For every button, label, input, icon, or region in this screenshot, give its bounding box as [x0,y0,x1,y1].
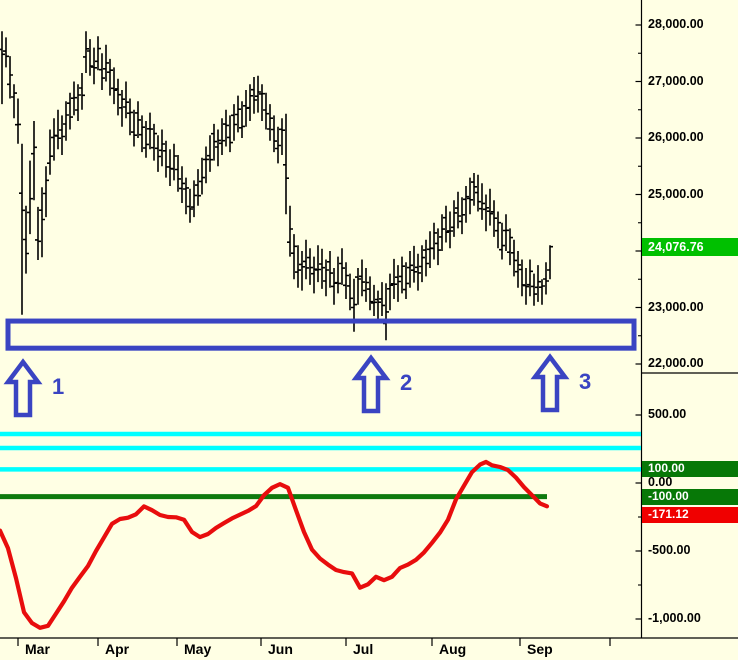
indicator-axis-label: -1,000.00 [648,611,701,625]
arrow-number-label[interactable]: 3 [579,369,592,394]
month-label: Sep [527,641,553,657]
arrow-number-label[interactable]: 2 [400,370,413,395]
indicator-value-badge: -171.12 [642,507,738,524]
price-axis-label: 22,000.00 [648,356,704,370]
ohlc-bars [1,31,551,341]
price-axis-label: 23,000.00 [648,299,704,314]
indicator-axis-label: 500.00 [648,407,687,421]
axis-ticks [17,24,642,646]
month-label: Aug [439,641,467,657]
month-label: Apr [105,641,130,657]
support-zone-rectangle[interactable] [5,318,637,351]
month-label: Mar [25,641,50,657]
level-badge-upper: 100.00 [642,461,738,478]
last-price-badge: 24,076.76 [642,237,738,256]
ohlc-open-close-ticks [0,47,553,325]
month-label: Jun [268,641,293,657]
price-axis-label: 28,000.00 [648,17,704,31]
level-badge-lower: -100.00 [642,488,738,505]
indicator-line [0,459,550,630]
up-arrow-annotation[interactable] [3,358,43,418]
arrow-number-label[interactable]: 1 [52,374,65,399]
month-label: Jul [353,641,374,657]
indicator-axis-label: -500.00 [648,543,691,557]
price-axis-label: 27,000.00 [648,73,704,88]
indicator-axis-label: 0.00 [648,475,673,489]
up-arrow-annotation[interactable] [351,354,391,414]
month-label: May [184,641,212,657]
price-axis-label: 25,000.00 [648,186,704,201]
price-axis-label: 26,000.00 [648,130,704,144]
up-arrow-annotation[interactable] [530,353,570,413]
